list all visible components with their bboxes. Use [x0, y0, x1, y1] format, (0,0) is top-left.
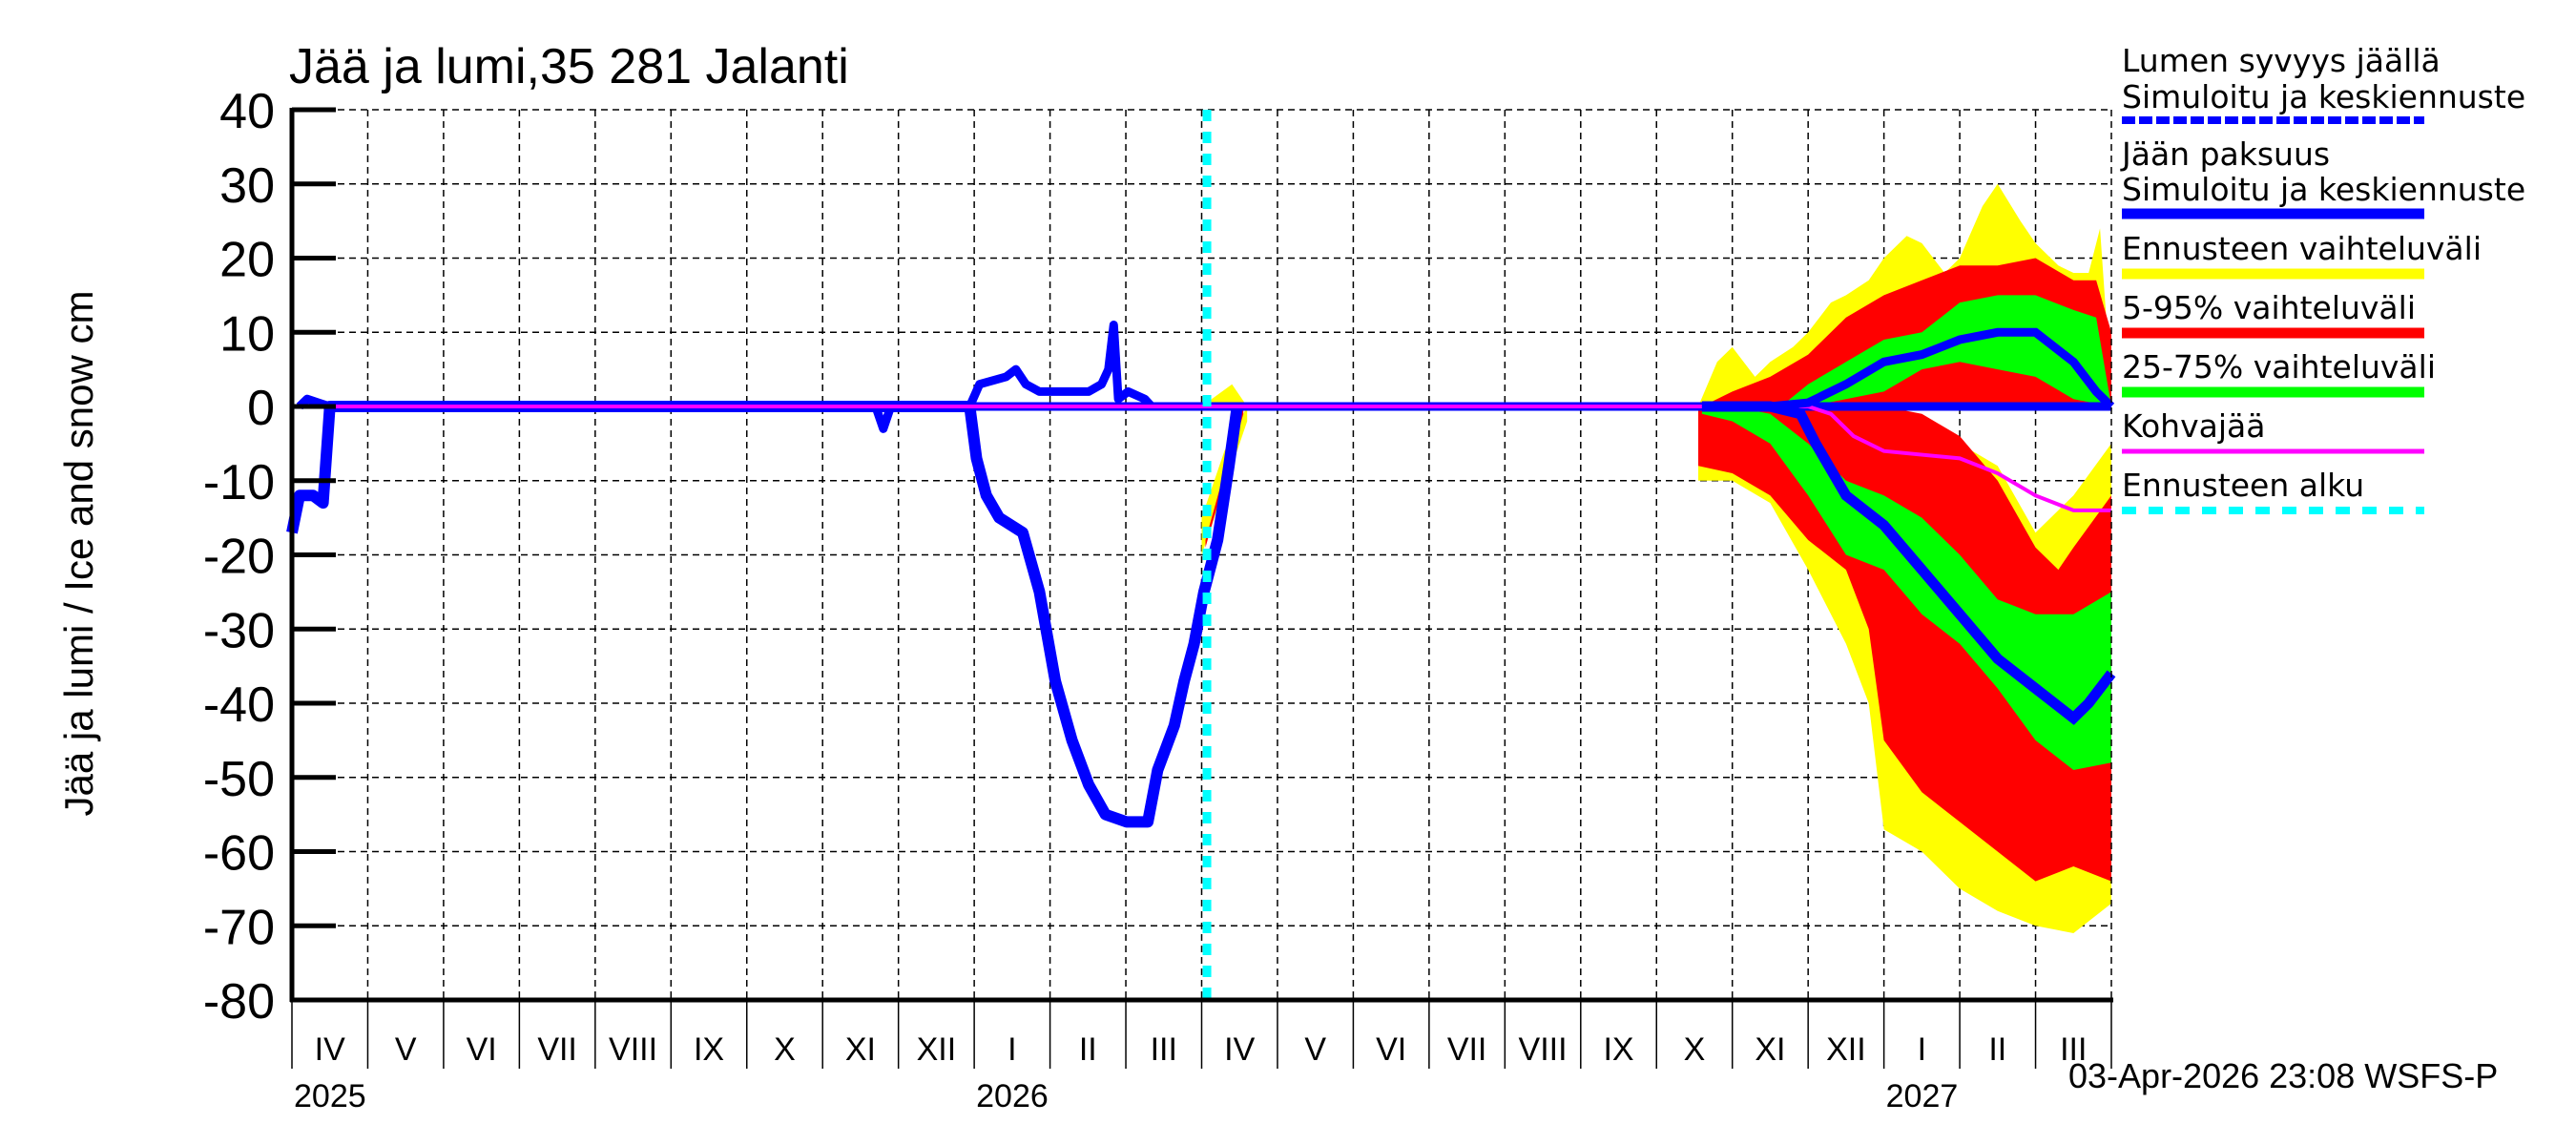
x-month-label: XII: [1826, 1031, 1866, 1068]
x-year-label: 2026: [976, 1078, 1049, 1114]
footer-timestamp: 03-Apr-2026 23:08 WSFS-P: [2068, 1056, 2498, 1095]
y-tick-label: 40: [219, 84, 275, 139]
band-green-ice: [1701, 406, 2111, 770]
y-tick-label: 0: [247, 381, 275, 436]
y-tick-label: -70: [203, 900, 275, 955]
ice-thickness-line: [286, 401, 1243, 828]
x-month-label: VII: [1447, 1031, 1487, 1068]
x-month-label: XI: [845, 1031, 876, 1068]
x-month-label: IX: [1603, 1031, 1633, 1068]
x-month-label: V: [395, 1031, 417, 1068]
snow-median-line: [1701, 327, 2115, 411]
legend-label: Kohvajää: [2122, 407, 2265, 445]
x-year-label: 2025: [294, 1078, 366, 1114]
x-month-label: I: [1918, 1031, 1926, 1068]
legend-label: Jään paksuus: [2120, 135, 2330, 173]
x-month-label: XI: [1755, 1031, 1785, 1068]
y-tick-label: 20: [219, 233, 275, 288]
x-month-label: VI: [1376, 1031, 1406, 1068]
x-month-label: IV: [315, 1031, 345, 1068]
chart-title: Jää ja lumi,35 281 Jalanti: [289, 39, 849, 94]
legend-label: 5-95% vaihteluväli: [2122, 289, 2416, 326]
snow-depth-line: [296, 321, 1155, 433]
y-tick-label: -80: [203, 974, 275, 1030]
x-month-label: X: [774, 1031, 796, 1068]
y-axis-label: Jää ja lumi / Ice and snow cm: [56, 291, 101, 817]
x-month-label: XII: [917, 1031, 957, 1068]
legend-label: 25-75% vaihteluväli: [2122, 348, 2436, 385]
legend-sublabel: Simuloitu ja keskiennuste: [2122, 171, 2525, 208]
legend-label: Lumen syvyys jäällä: [2122, 42, 2441, 79]
band-red-ice: [1698, 406, 2111, 882]
y-tick-label: 10: [219, 306, 275, 362]
x-month-label: IV: [1224, 1031, 1255, 1068]
x-month-label: V: [1304, 1031, 1326, 1068]
y-tick-label: -60: [203, 826, 275, 882]
x-month-label: VIII: [1519, 1031, 1568, 1068]
y-tick-label: -50: [203, 752, 275, 807]
x-month-label: VI: [467, 1031, 497, 1068]
kohvajaa-line: [292, 405, 2111, 512]
y-tick-label: -30: [203, 603, 275, 658]
x-month-label: III: [2060, 1031, 2087, 1068]
x-month-label: VII: [537, 1031, 577, 1068]
y-tick-label: -40: [203, 677, 275, 733]
y-tick-label: -20: [203, 530, 275, 585]
legend-label: Ennusteen vaihteluväli: [2122, 230, 2482, 267]
x-month-label: I: [1008, 1031, 1016, 1068]
x-month-label: X: [1684, 1031, 1706, 1068]
y-tick-label: -10: [203, 455, 275, 510]
legend-sublabel: Simuloitu ja keskiennuste: [2122, 78, 2525, 115]
x-month-label: II: [1988, 1031, 2006, 1068]
band-yellow-snow-early: [1201, 384, 1248, 406]
x-year-label: 2027: [1886, 1078, 1959, 1114]
x-month-label: III: [1151, 1031, 1177, 1068]
legend-label: Ennusteen alku: [2122, 467, 2364, 504]
x-month-label: IX: [694, 1031, 724, 1068]
x-month-label: II: [1079, 1031, 1097, 1068]
y-tick-label: 30: [219, 158, 275, 214]
x-month-label: VIII: [609, 1031, 657, 1068]
ice-median-line: [1701, 401, 2116, 725]
